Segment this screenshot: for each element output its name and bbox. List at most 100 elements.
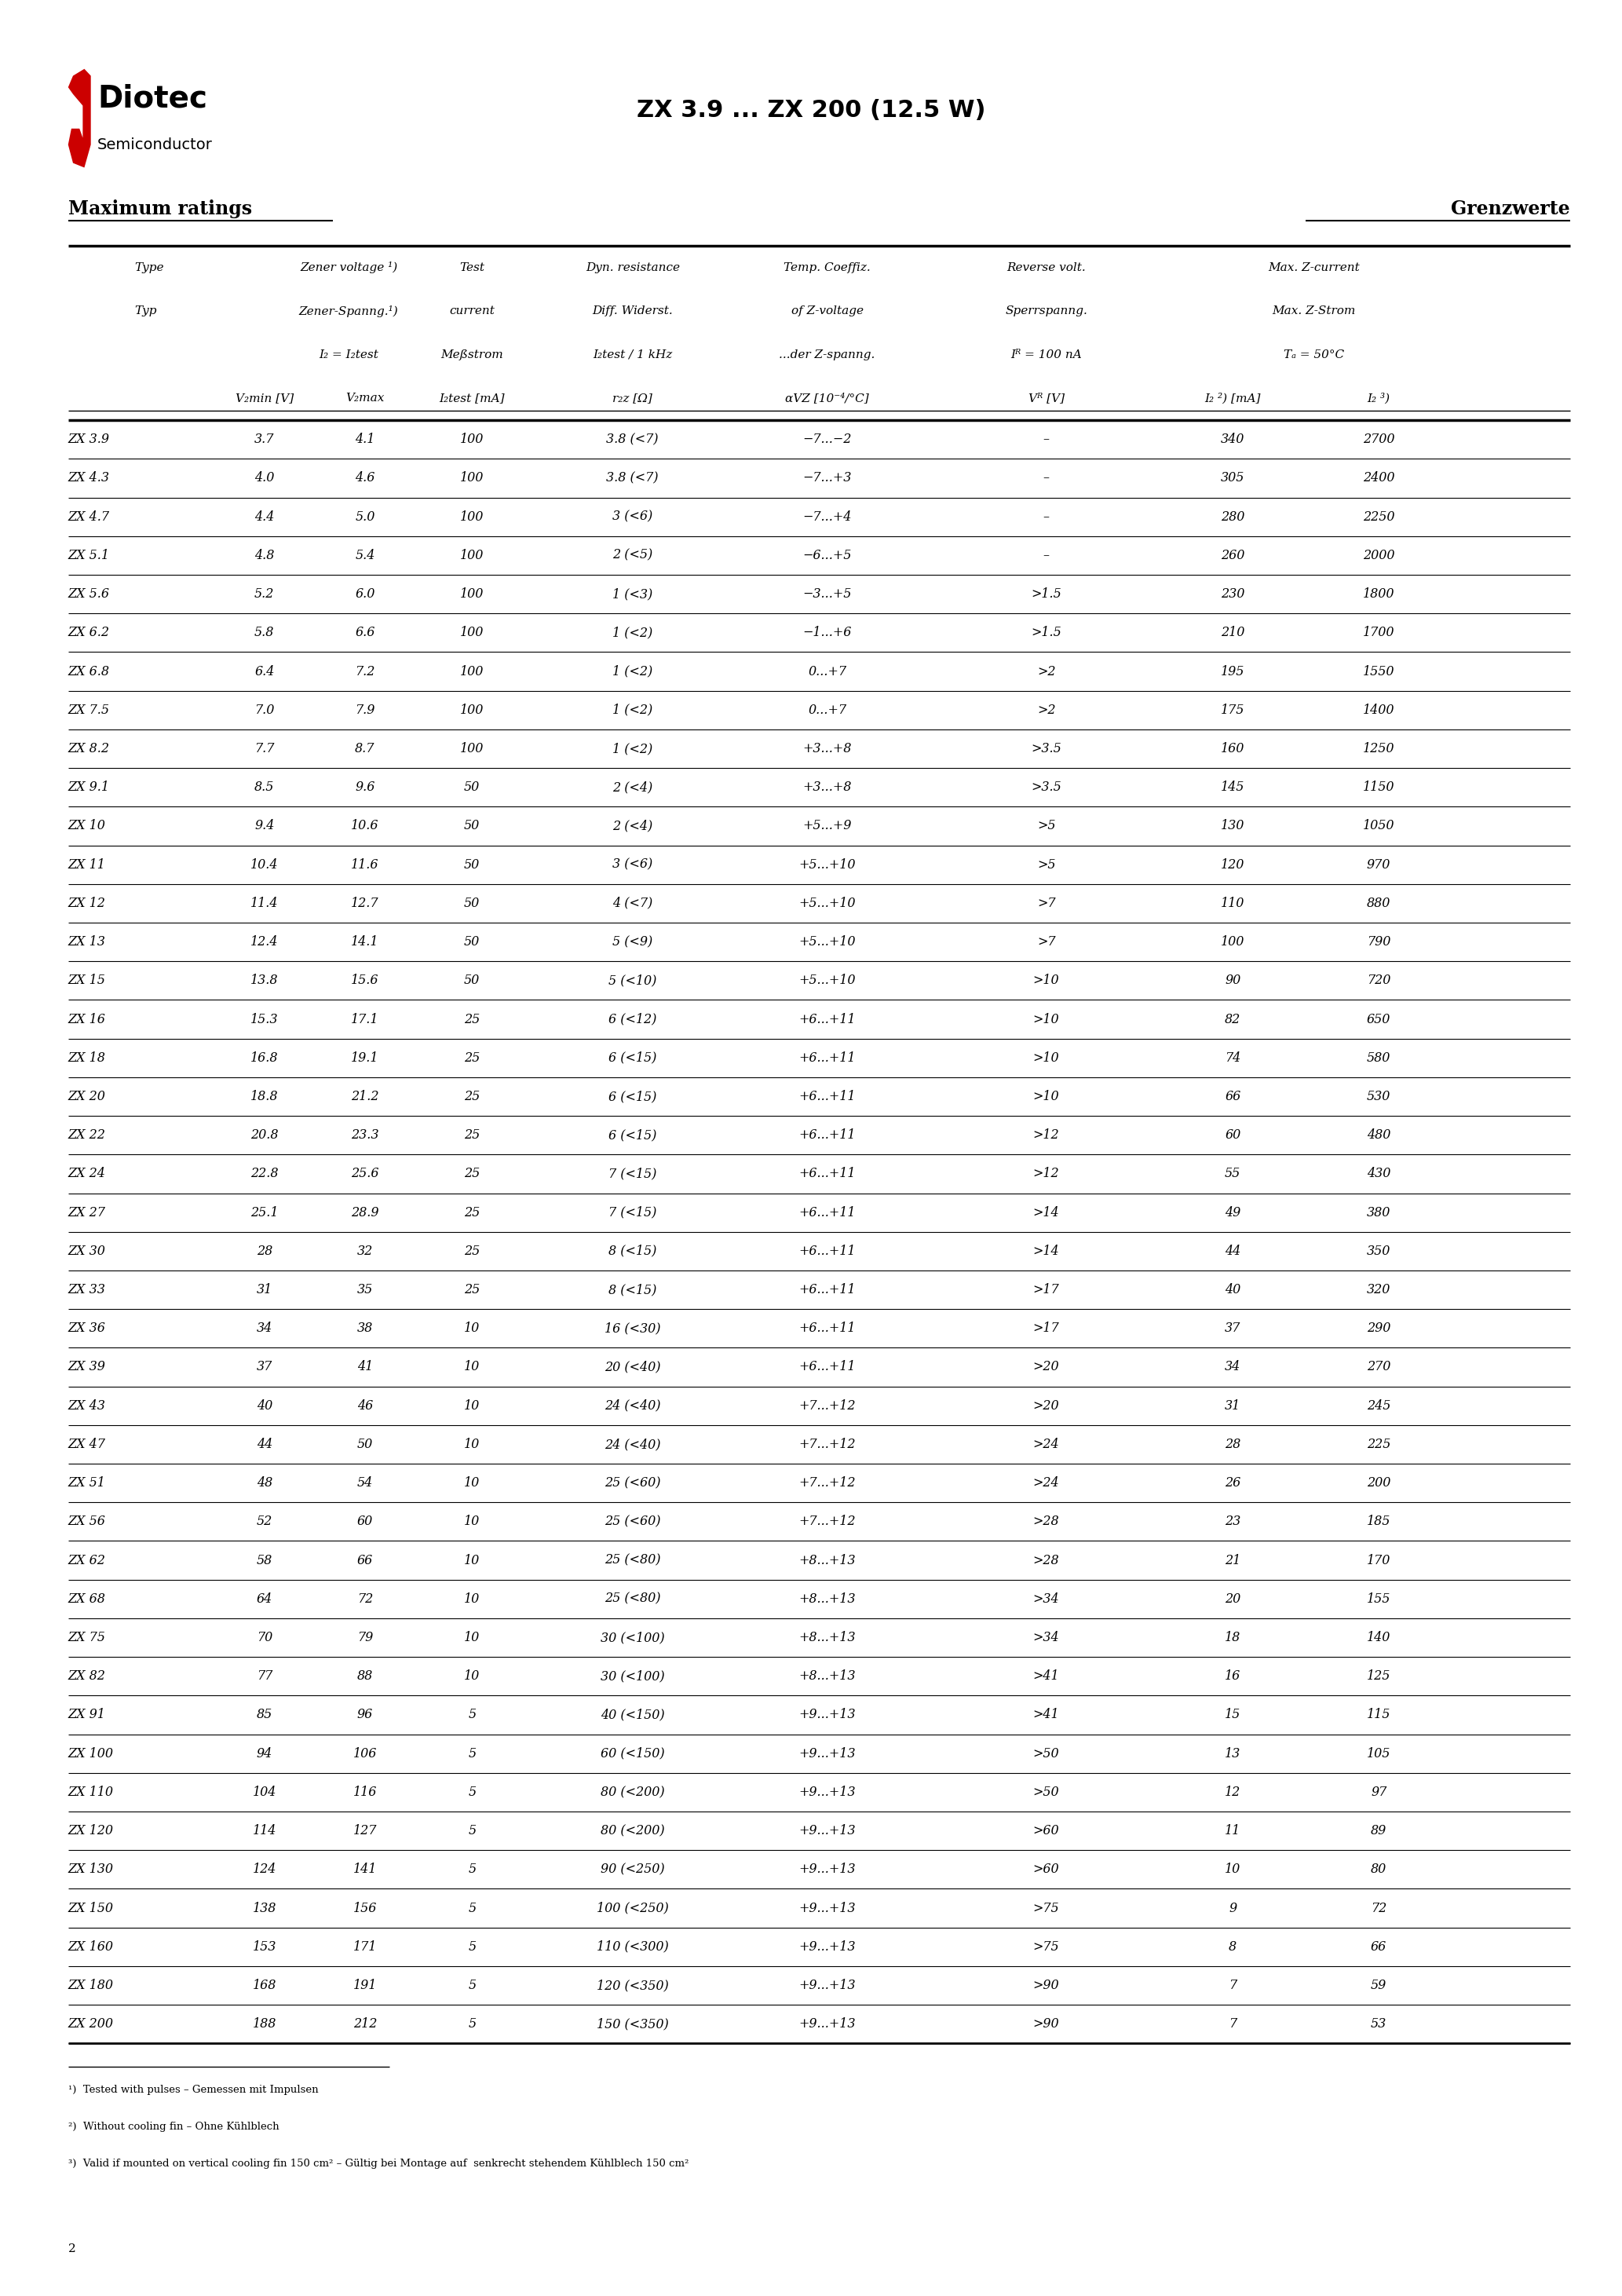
Text: 100: 100: [461, 627, 483, 638]
Text: current: current: [449, 305, 495, 317]
Text: 10: 10: [464, 1398, 480, 1412]
Text: Diff. Widerst.: Diff. Widerst.: [592, 305, 673, 317]
Text: 116: 116: [354, 1786, 376, 1798]
Text: ZX 24: ZX 24: [68, 1166, 105, 1180]
Text: >28: >28: [1033, 1554, 1059, 1566]
Text: 170: 170: [1367, 1554, 1390, 1566]
Text: >17: >17: [1033, 1283, 1059, 1297]
Text: ZX 16: ZX 16: [68, 1013, 105, 1026]
Text: 15: 15: [1225, 1708, 1241, 1722]
Text: 25 (<80): 25 (<80): [605, 1593, 660, 1605]
Text: 6 (<12): 6 (<12): [608, 1013, 657, 1026]
Text: 10: 10: [464, 1476, 480, 1490]
Text: 2 (<4): 2 (<4): [613, 781, 652, 794]
Text: +6...+11: +6...+11: [798, 1166, 856, 1180]
Text: 4.6: 4.6: [355, 471, 375, 484]
Text: 138: 138: [253, 1901, 276, 1915]
Text: 2 (<4): 2 (<4): [613, 820, 652, 833]
Text: 100: 100: [461, 549, 483, 563]
Text: 10.6: 10.6: [350, 820, 380, 833]
Text: 20 (<40): 20 (<40): [605, 1362, 660, 1373]
Text: 9.6: 9.6: [355, 781, 375, 794]
Text: 50: 50: [464, 974, 480, 987]
Text: ZX 43: ZX 43: [68, 1398, 105, 1412]
Text: ZX 180: ZX 180: [68, 1979, 114, 1993]
Text: 11: 11: [1225, 1825, 1241, 1837]
Text: ...der Z-spanng.: ...der Z-spanng.: [779, 349, 876, 360]
Text: 110: 110: [1221, 898, 1244, 909]
Text: 15.6: 15.6: [350, 974, 380, 987]
Text: 88: 88: [357, 1669, 373, 1683]
Text: 1550: 1550: [1362, 666, 1395, 677]
Text: 480: 480: [1367, 1130, 1390, 1141]
Text: 59: 59: [1371, 1979, 1387, 1993]
Text: 50: 50: [357, 1437, 373, 1451]
Text: 74: 74: [1225, 1052, 1241, 1065]
Text: 270: 270: [1367, 1362, 1390, 1373]
Text: Sperrspanng.: Sperrspanng.: [1006, 305, 1087, 317]
Text: 260: 260: [1221, 549, 1244, 563]
Text: 200: 200: [1367, 1476, 1390, 1490]
Text: +6...+11: +6...+11: [798, 1130, 856, 1141]
Text: 82: 82: [1225, 1013, 1241, 1026]
Text: 9.4: 9.4: [255, 820, 274, 833]
Text: ZX 47: ZX 47: [68, 1437, 105, 1451]
Text: 50: 50: [464, 859, 480, 870]
Text: −7...+4: −7...+4: [803, 510, 852, 523]
Text: +9...+13: +9...+13: [798, 1747, 856, 1761]
Text: 8 (<15): 8 (<15): [608, 1283, 657, 1297]
Text: >10: >10: [1033, 1013, 1059, 1026]
Text: +3...+8: +3...+8: [803, 781, 852, 794]
Text: 5: 5: [469, 1979, 475, 1993]
Text: >20: >20: [1033, 1398, 1059, 1412]
Text: ZX 9.1: ZX 9.1: [68, 781, 110, 794]
Text: 0...+7: 0...+7: [808, 666, 847, 677]
Text: 4 (<7): 4 (<7): [613, 898, 652, 909]
Text: ZX 6.2: ZX 6.2: [68, 627, 110, 638]
Text: 1 (<2): 1 (<2): [613, 742, 652, 755]
Text: +6...+11: +6...+11: [798, 1091, 856, 1102]
Text: 72: 72: [357, 1593, 373, 1605]
Text: 66: 66: [1225, 1091, 1241, 1102]
Text: 15.3: 15.3: [250, 1013, 279, 1026]
Text: 10: 10: [464, 1437, 480, 1451]
Text: 155: 155: [1367, 1593, 1390, 1605]
Text: 225: 225: [1367, 1437, 1390, 1451]
Text: >50: >50: [1033, 1786, 1059, 1798]
Text: ZX 68: ZX 68: [68, 1593, 105, 1605]
Text: 94: 94: [256, 1747, 272, 1761]
Text: ZX 51: ZX 51: [68, 1476, 105, 1490]
Text: 85: 85: [256, 1708, 272, 1722]
Text: I₂ ³): I₂ ³): [1367, 393, 1390, 404]
Text: +6...+11: +6...+11: [798, 1283, 856, 1297]
Text: 140: 140: [1367, 1630, 1390, 1644]
Text: ZX 200: ZX 200: [68, 2018, 114, 2030]
Text: 6 (<15): 6 (<15): [608, 1130, 657, 1141]
Text: ZX 15: ZX 15: [68, 974, 105, 987]
Text: 52: 52: [256, 1515, 272, 1529]
Text: 9: 9: [1229, 1901, 1236, 1915]
Text: 25: 25: [464, 1130, 480, 1141]
Text: 105: 105: [1367, 1747, 1390, 1761]
Text: 100 (<250): 100 (<250): [597, 1901, 668, 1915]
Text: 8 (<15): 8 (<15): [608, 1244, 657, 1258]
Text: +9...+13: +9...+13: [798, 1862, 856, 1876]
Text: 49: 49: [1225, 1205, 1241, 1219]
Text: 24 (<40): 24 (<40): [605, 1437, 660, 1451]
Text: 4.0: 4.0: [255, 471, 274, 484]
Text: 25: 25: [464, 1052, 480, 1065]
Text: Semiconductor: Semiconductor: [97, 138, 212, 152]
Text: 70: 70: [256, 1630, 272, 1644]
Text: >28: >28: [1033, 1515, 1059, 1529]
Text: 55: 55: [1225, 1166, 1241, 1180]
Text: 1250: 1250: [1362, 742, 1395, 755]
Text: 7 (<15): 7 (<15): [608, 1166, 657, 1180]
Text: 35: 35: [357, 1283, 373, 1297]
Text: >90: >90: [1033, 2018, 1059, 2030]
Text: 2000: 2000: [1362, 549, 1395, 563]
Text: +7...+12: +7...+12: [798, 1437, 856, 1451]
Text: ZX 33: ZX 33: [68, 1283, 105, 1297]
Text: ZX 13: ZX 13: [68, 934, 105, 948]
Text: >5: >5: [1036, 859, 1056, 870]
Text: >24: >24: [1033, 1437, 1059, 1451]
